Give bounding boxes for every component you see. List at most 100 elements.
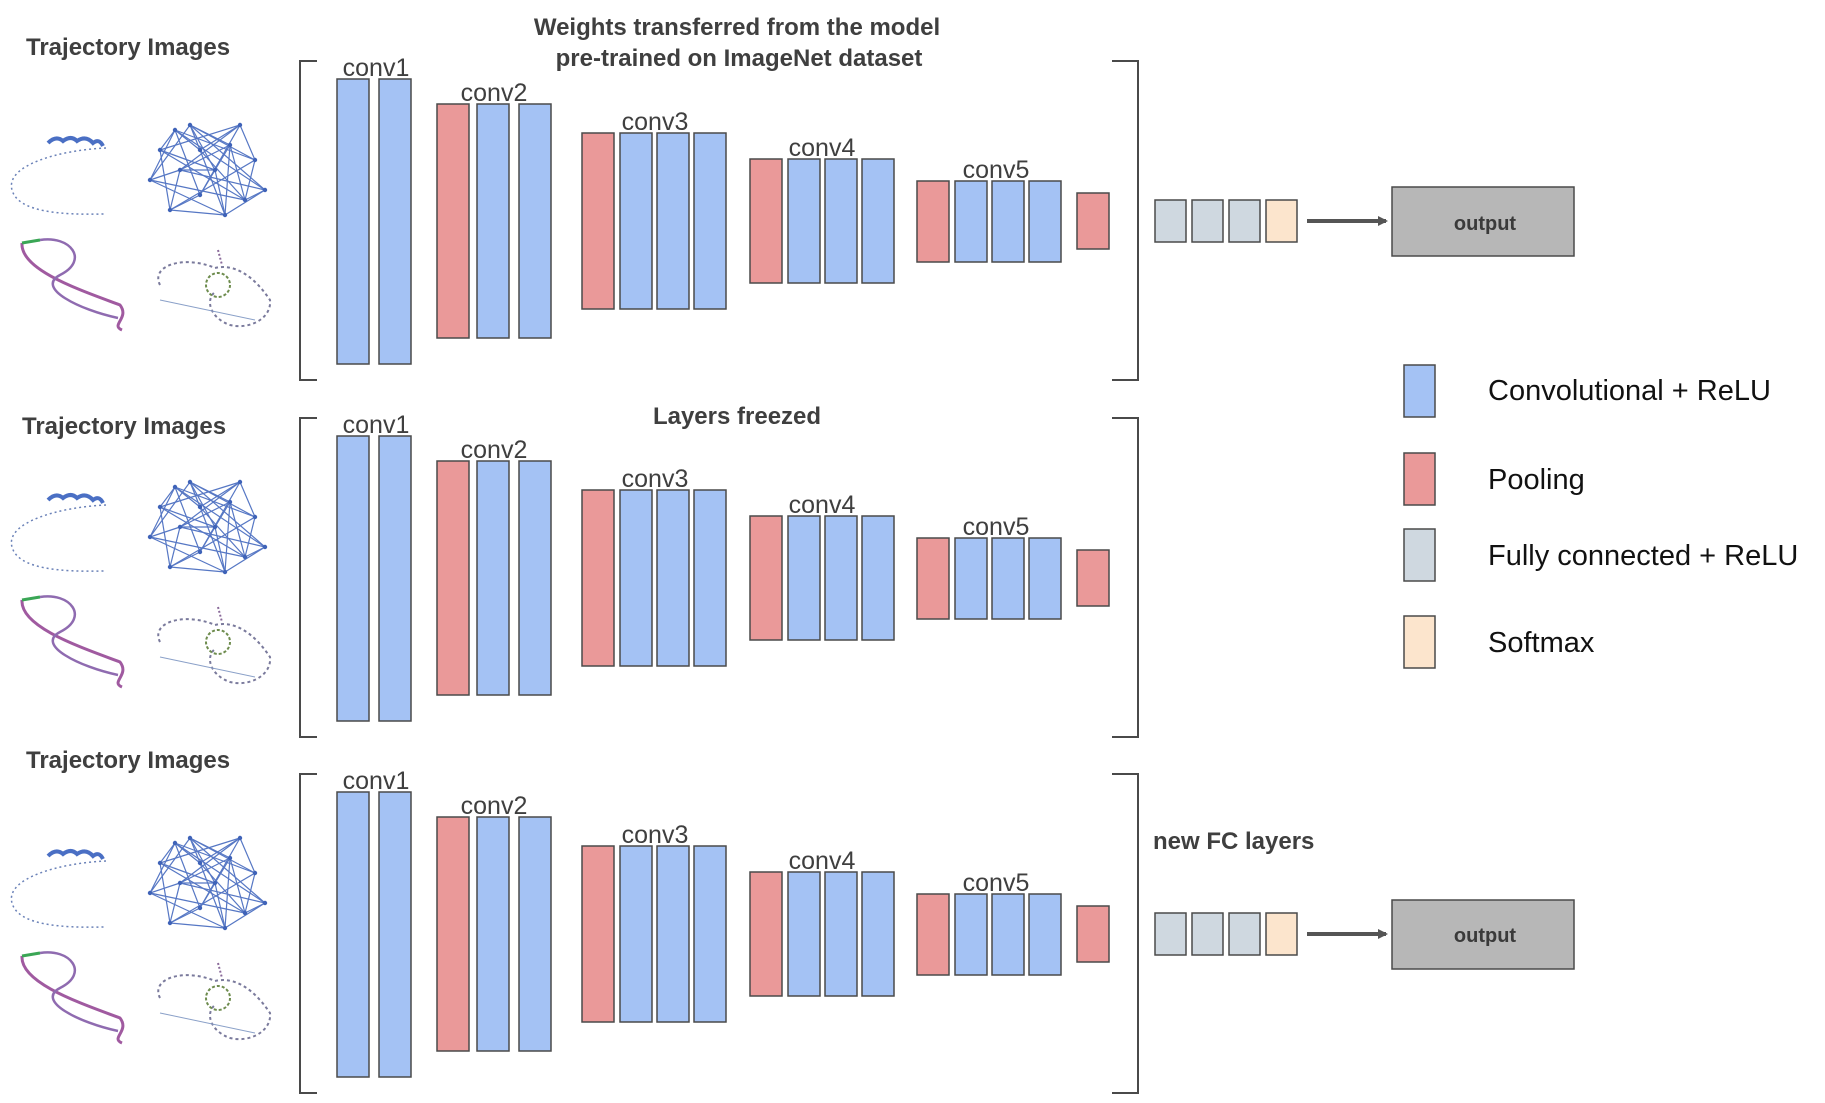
trajectory-line-icon — [10, 493, 107, 572]
conv-layer — [656, 489, 690, 667]
conv1-block: conv1 — [336, 54, 412, 365]
layers-freezed-label: Layers freezed — [653, 403, 821, 430]
conv-layer — [378, 791, 412, 1078]
legend-label-softmax: Softmax — [1488, 627, 1595, 659]
bracket-left — [299, 417, 317, 738]
bracket-left — [299, 60, 317, 381]
conv4-label: conv4 — [789, 134, 856, 162]
fc-head — [1154, 186, 1575, 257]
row-1-input-label: Trajectory Images — [26, 34, 230, 61]
fc-layer — [1191, 199, 1224, 243]
trajectory-thumbnails — [10, 835, 272, 1045]
conv-layer — [518, 816, 552, 1052]
legend — [1403, 364, 1436, 669]
fc-layer — [1228, 199, 1261, 243]
trajectory-line-icon — [10, 136, 107, 215]
conv-layer — [954, 537, 988, 620]
conv-layer — [1028, 893, 1062, 976]
conv-layer — [954, 180, 988, 263]
conv1-block: conv1 — [336, 411, 412, 722]
trajectory-dotted-loop-icon — [157, 606, 272, 685]
row-3-input-label: Trajectory Images — [26, 747, 230, 774]
conv-layer — [378, 78, 412, 365]
bracket-left — [299, 773, 317, 1094]
softmax-layer — [1265, 199, 1298, 243]
bracket-right — [1112, 417, 1139, 738]
pool-layer — [916, 893, 950, 976]
conv3-label: conv3 — [622, 465, 689, 493]
conv-layer — [656, 845, 690, 1023]
conv-layer — [954, 893, 988, 976]
conv1-block: conv1 — [336, 767, 412, 1078]
conv5-label: conv5 — [963, 513, 1030, 541]
conv5-label: conv5 — [963, 156, 1030, 184]
fc-head — [1154, 899, 1575, 970]
bracket-right — [1112, 60, 1139, 381]
fc-layer — [1154, 912, 1187, 956]
conv-layer — [991, 893, 1025, 976]
output-box — [1391, 899, 1575, 970]
conv-layer — [336, 791, 370, 1078]
pool-layer — [581, 489, 615, 667]
legend-swatch-pool — [1403, 452, 1436, 506]
conv-layer — [378, 435, 412, 722]
conv3-block: conv3 — [581, 108, 727, 310]
conv3-block: conv3 — [581, 465, 727, 667]
conv5-block: conv5 — [916, 156, 1062, 263]
conv1-label: conv1 — [343, 411, 410, 439]
conv-layer — [619, 132, 653, 310]
conv3-label: conv3 — [622, 821, 689, 849]
fc-layer — [1228, 912, 1261, 956]
conv4-label: conv4 — [789, 491, 856, 519]
trajectory-thumbnails — [10, 122, 272, 332]
conv4-block: conv4 — [749, 847, 895, 997]
conv-layer — [518, 103, 552, 339]
conv-layer — [476, 460, 510, 696]
trajectory-thumbnails — [10, 479, 272, 689]
pool-layer — [581, 132, 615, 310]
conv-layer — [824, 871, 858, 997]
legend-label-conv: Convolutional + ReLU — [1488, 375, 1771, 407]
network-row-2: conv1 conv2 conv3 conv4 conv5 — [10, 411, 1139, 738]
conv4-block: conv4 — [749, 491, 895, 641]
pool-layer — [1076, 192, 1110, 250]
trajectory-line-icon — [10, 849, 107, 928]
legend-swatch-fc — [1403, 528, 1436, 582]
bracket-right — [1112, 773, 1139, 1094]
conv2-block: conv2 — [436, 792, 552, 1052]
conv-layer — [693, 489, 727, 667]
conv2-block: conv2 — [436, 79, 552, 339]
trajectory-network-icon — [147, 479, 268, 575]
conv5-block: conv5 — [916, 513, 1062, 620]
pool-layer — [916, 537, 950, 620]
conv5-label: conv5 — [963, 869, 1030, 897]
trajectory-colored-curve-icon — [20, 595, 125, 689]
conv-layer — [861, 515, 895, 641]
pool-layer — [436, 103, 470, 339]
conv-layer — [693, 132, 727, 310]
pool-layer — [749, 158, 783, 284]
conv-layer — [693, 845, 727, 1023]
pool-layer — [749, 515, 783, 641]
network-rows: conv1 conv2 conv3 conv4 conv5 conv1 conv2 conv3… — [10, 54, 1575, 1094]
conv-layer — [1028, 180, 1062, 263]
conv5-block: conv5 — [916, 869, 1062, 976]
conv-layer — [861, 158, 895, 284]
final-pool-block — [1076, 549, 1110, 607]
network-row-1: conv1 conv2 conv3 conv4 conv5 — [10, 54, 1575, 381]
conv-layer — [787, 515, 821, 641]
final-pool-block — [1076, 192, 1110, 250]
pool-layer — [1076, 905, 1110, 963]
conv3-label: conv3 — [622, 108, 689, 136]
trajectory-dotted-loop-icon — [157, 962, 272, 1041]
row-1-output-label: output — [1454, 213, 1517, 235]
conv-layer — [336, 435, 370, 722]
conv-layer — [518, 460, 552, 696]
pool-layer — [436, 460, 470, 696]
conv-layer — [991, 537, 1025, 620]
conv-layer — [619, 845, 653, 1023]
conv-layer — [476, 103, 510, 339]
softmax-layer — [1265, 912, 1298, 956]
conv1-label: conv1 — [343, 767, 410, 795]
